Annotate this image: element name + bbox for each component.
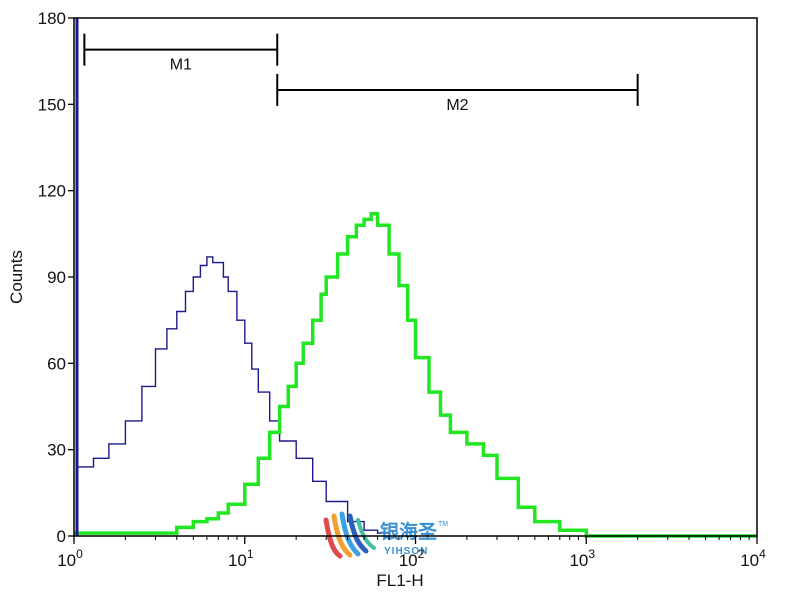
series-2-point: [482, 454, 484, 456]
series-1-point: [295, 457, 297, 459]
series-1-point: [251, 368, 253, 370]
watermark-en: YIHSON: [384, 546, 428, 557]
series-2-point: [559, 529, 561, 531]
series-2-point: [192, 521, 194, 523]
series-1-point: [312, 480, 314, 482]
x-tick-label: 101: [228, 547, 254, 570]
y-tick-label: 30: [47, 441, 66, 460]
x-axis: 100 101 102 103 104: [57, 536, 766, 570]
series-1-point: [347, 521, 349, 523]
series-1-point: [212, 262, 214, 264]
marker-layer: M1 M2: [83, 33, 639, 114]
series-1-point: [199, 264, 201, 267]
series-1-line: [77, 256, 390, 536]
series-1-point: [192, 276, 194, 278]
series-2-point: [244, 483, 246, 485]
series-2: [73, 211, 758, 538]
series-1-point: [217, 262, 219, 264]
watermark: 银海圣 YIHSON TM: [323, 511, 448, 559]
y-tick-label: 150: [38, 95, 66, 114]
y-tick-label: 60: [47, 354, 66, 373]
series-1-point: [269, 420, 271, 422]
series-1-point: [222, 276, 224, 278]
watermark-cn: 银海圣: [380, 520, 438, 543]
y-tick-label: 120: [38, 182, 66, 201]
series-2-point: [302, 342, 304, 344]
series-1-point: [206, 256, 208, 258]
series-1-point: [166, 328, 168, 330]
series-layer: [73, 18, 758, 538]
series-1-point: [184, 290, 187, 292]
y-tick-label: 180: [38, 9, 66, 28]
series-2-point: [398, 285, 400, 287]
x-axis-title: FL1-H: [376, 571, 423, 590]
series-1-point: [363, 529, 365, 531]
series-2-point: [124, 532, 126, 534]
x-tick-label: 103: [569, 547, 595, 570]
marker-m2: M2: [276, 73, 639, 114]
series-2-point: [287, 385, 289, 387]
marker-label: M1: [170, 57, 192, 74]
series-2-point: [176, 526, 178, 529]
series-2-point: [363, 218, 365, 220]
series-1-point: [141, 385, 143, 387]
series-1-point: [124, 420, 126, 422]
series-1-point: [279, 440, 281, 442]
series-2-point: [496, 477, 498, 479]
series-1-point: [257, 391, 259, 393]
series-2-point: [279, 405, 281, 408]
series-2-point: [388, 253, 390, 255]
x-tick-label: 100: [57, 547, 83, 570]
marker-m1: M1: [83, 33, 279, 74]
series-2-point: [227, 503, 229, 505]
series-2-point: [217, 512, 219, 514]
y-tick-label: 90: [47, 268, 66, 287]
series-2-point: [428, 391, 430, 393]
series-1-point: [92, 457, 95, 459]
series-2-point: [257, 457, 259, 459]
series-2-point: [466, 443, 468, 445]
series-1-point: [236, 319, 238, 321]
series-2-point: [439, 414, 442, 416]
series-1-point: [108, 443, 110, 445]
series-2-point: [414, 357, 417, 359]
series-2-line: [74, 211, 757, 538]
series-2-point: [370, 213, 372, 215]
series-2-point: [534, 521, 536, 523]
series-1-point: [154, 348, 157, 350]
y-tick-label: 0: [57, 527, 66, 546]
marker-label: M2: [446, 97, 468, 114]
x-tick-label: 102: [399, 547, 425, 570]
series-1-point: [176, 310, 178, 313]
series-1-point: [377, 532, 379, 534]
series-1-point: [325, 500, 327, 503]
series-1-point: [244, 342, 246, 344]
series-2-point: [320, 293, 322, 295]
watermark-tm: TM: [438, 521, 448, 528]
series-2-point: [325, 276, 327, 278]
series-2-point: [377, 224, 379, 226]
series-2-point: [517, 506, 519, 508]
series-2-point: [269, 431, 271, 433]
y-axis-title: Counts: [7, 250, 26, 304]
series-2-point: [347, 236, 349, 238]
series-2-point: [337, 253, 339, 255]
watermark-logo-icon: [323, 511, 376, 559]
series-1-point: [227, 290, 229, 292]
series-2-point: [312, 319, 314, 321]
x-tick-label: 104: [740, 547, 766, 570]
y-axis: 0 30 60 90 120 150 180: [38, 9, 74, 546]
series-2-point: [295, 362, 297, 364]
series-2-point: [355, 224, 357, 226]
series-2-point: [449, 431, 451, 433]
series-2-point: [206, 518, 208, 520]
series-2-point: [407, 319, 409, 321]
